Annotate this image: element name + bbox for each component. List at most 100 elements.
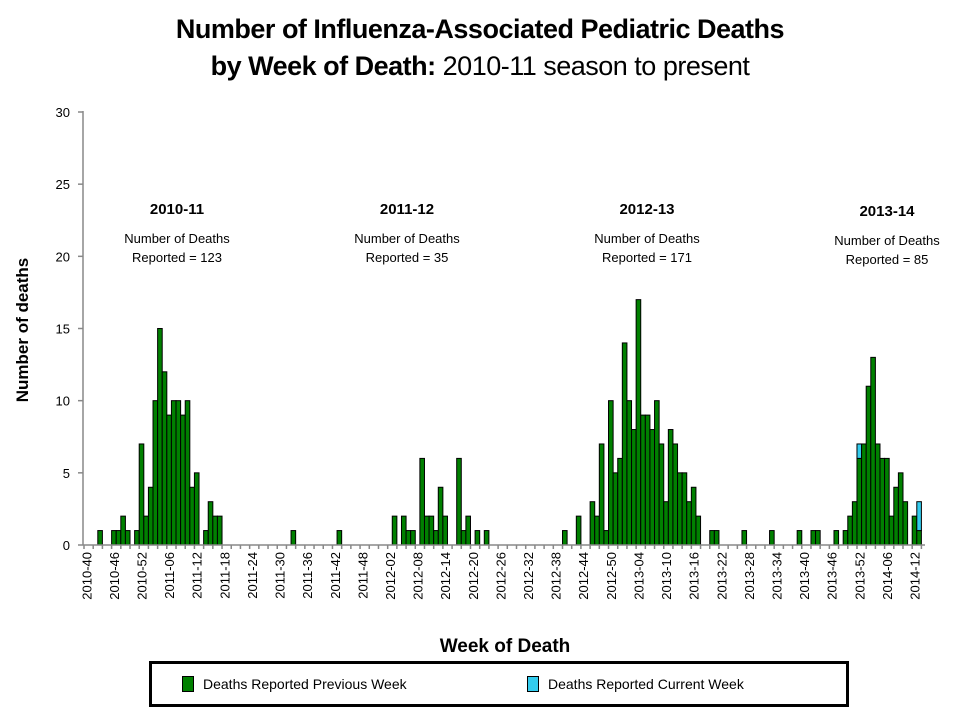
y-tick-label: 30 bbox=[56, 105, 70, 120]
bar-previous-week-2013-21 bbox=[713, 530, 720, 546]
x-tick-label: 2014-12 bbox=[908, 552, 923, 600]
y-axis-label: Number of deaths bbox=[13, 258, 32, 403]
bar-previous-week-2013-02 bbox=[626, 400, 633, 546]
bar-previous-week-2012-50 bbox=[608, 400, 614, 546]
bar-previous-week-2013-08 bbox=[654, 400, 660, 546]
bar-previous-week-2011-06 bbox=[166, 414, 172, 546]
bar-previous-week-2011-17 bbox=[216, 515, 223, 546]
season-annotation-2011-12: 2011-12 Number of Deaths Reported = 35 bbox=[354, 201, 460, 265]
bar-previous-week-2013-33 bbox=[769, 530, 775, 546]
bar-previous-week-2011-16 bbox=[212, 515, 218, 546]
bar-previous-week-2011-14 bbox=[203, 530, 209, 546]
bar-previous-week-2014-08 bbox=[893, 486, 899, 546]
x-tick-label: 2012-26 bbox=[493, 552, 508, 600]
x-tick-label: 2013-16 bbox=[687, 552, 702, 600]
x-tick-label: 2011-48 bbox=[355, 552, 370, 599]
x-tick-label: 2012-38 bbox=[549, 552, 564, 600]
y-tick-label: 5 bbox=[63, 466, 70, 481]
bar-previous-week-2010-43 bbox=[97, 530, 103, 546]
season-annotation-2012-13: 2012-13 Number of Deaths Reported = 171 bbox=[594, 201, 700, 265]
season-label: 2013-14 bbox=[859, 203, 915, 220]
bar-previous-week-2013-03 bbox=[631, 429, 637, 546]
bar-previous-week-2013-15 bbox=[686, 501, 692, 546]
season-deaths-count: Reported = 123 bbox=[132, 250, 222, 265]
bar-previous-week-2013-13 bbox=[677, 472, 683, 546]
bar-previous-week-2012-40 bbox=[562, 530, 568, 546]
x-tick-label: 2013-34 bbox=[770, 552, 785, 600]
y-tick-label: 10 bbox=[56, 394, 70, 409]
bar-previous-week-2013-47 bbox=[833, 530, 840, 546]
x-tick-label: 2011-18 bbox=[217, 552, 232, 599]
legend-swatch-previous-week bbox=[182, 676, 194, 692]
bar-previous-week-2013-17 bbox=[695, 515, 702, 546]
legend-swatch-current-week bbox=[527, 676, 539, 692]
x-tick-label: 2012-14 bbox=[438, 552, 453, 600]
bar-previous-week-2013-39 bbox=[796, 530, 803, 546]
x-tick-label: 2013-52 bbox=[852, 552, 867, 600]
bar-previous-week-2014-12 bbox=[911, 515, 918, 546]
bar-previous-week-2014-10 bbox=[902, 501, 909, 546]
x-tick-label: 2012-20 bbox=[466, 552, 481, 600]
bar-previous-week-2014-07 bbox=[888, 515, 895, 546]
bar-previous-week-2014-02 bbox=[865, 385, 872, 546]
season-deaths-count: Reported = 85 bbox=[846, 252, 929, 267]
bar-previous-week-2012-49 bbox=[603, 530, 610, 546]
bar-previous-week-2014-05 bbox=[879, 457, 886, 546]
bar-current-week-2014-13 bbox=[916, 501, 922, 532]
season-deaths-label: Number of Deaths bbox=[124, 231, 230, 246]
x-tick-label: 2012-50 bbox=[604, 552, 619, 600]
bar-previous-week-2012-14 bbox=[442, 515, 448, 546]
x-tick-label: 2013-28 bbox=[742, 552, 757, 600]
bar-previous-week-2012-06 bbox=[405, 530, 412, 546]
legend-label-previous-week: Deaths Reported Previous Week bbox=[203, 676, 407, 692]
legend-item-current-week: Deaths Reported Current Week bbox=[527, 676, 744, 692]
bar-previous-week-2014-01 bbox=[861, 443, 867, 546]
bar-previous-week-2012-13 bbox=[437, 486, 444, 546]
season-label: 2010-11 bbox=[150, 201, 204, 218]
bar-previous-week-2012-47 bbox=[594, 515, 600, 546]
bar-previous-week-2012-46 bbox=[589, 501, 596, 546]
chart-title-line1: Number of Influenza-Associated Pediatric… bbox=[175, 14, 785, 44]
bar-previous-week-2014-03 bbox=[870, 356, 876, 546]
y-tick-label: 20 bbox=[56, 249, 70, 264]
season-deaths-label: Number of Deaths bbox=[594, 231, 700, 246]
x-tick-label: 2014-06 bbox=[880, 552, 895, 600]
x-tick-label: 2011-36 bbox=[300, 552, 315, 599]
bar-previous-week-2012-18 bbox=[460, 530, 467, 546]
bar-previous-week-2013-09 bbox=[658, 443, 665, 546]
bar-previous-week-2012-09 bbox=[419, 457, 425, 546]
bar-previous-week-2014-13 bbox=[916, 530, 922, 546]
x-tick-label: 2010-52 bbox=[135, 552, 150, 600]
bar-previous-week-2012-05 bbox=[400, 515, 407, 546]
bar-previous-week-2010-51 bbox=[134, 530, 140, 546]
y-tick-label: 25 bbox=[56, 177, 70, 192]
bar-previous-week-2012-17 bbox=[456, 457, 462, 546]
bar-previous-week-2012-43 bbox=[575, 515, 582, 546]
axes-group: 0 5 10 15 20 25 30 2010-40 2010-46 2010-52 2011-06… bbox=[56, 105, 925, 600]
bar-previous-week-2012-23 bbox=[483, 530, 490, 546]
bar-previous-week-2013-42 bbox=[810, 530, 817, 546]
bar-previous-week-2013-20 bbox=[709, 530, 715, 546]
bar-previous-week-2011-11 bbox=[189, 486, 195, 546]
bar-previous-week-2013-11 bbox=[667, 429, 674, 546]
x-tick-label: 2013-40 bbox=[797, 552, 812, 600]
x-tick-label: 2011-42 bbox=[328, 552, 343, 599]
bar-previous-week-2014-09 bbox=[897, 472, 904, 546]
bar-previous-week-2011-01 bbox=[143, 515, 149, 546]
season-label: 2011-12 bbox=[380, 201, 434, 218]
bar-previous-week-2011-02 bbox=[147, 486, 154, 546]
x-tick-label: 2013-46 bbox=[825, 552, 840, 600]
season-annotation-2010-11: 2010-11 Number of Deaths Reported = 123 bbox=[124, 201, 230, 265]
season-label: 2012-13 bbox=[619, 201, 674, 218]
bar-previous-week-2012-11 bbox=[428, 515, 435, 546]
bar-previous-week-2010-46 bbox=[111, 530, 117, 546]
bar-previous-week-2013-49 bbox=[842, 530, 849, 546]
x-tick-label: 2012-02 bbox=[383, 552, 398, 600]
x-tick-label: 2013-22 bbox=[714, 552, 729, 600]
bar-previous-week-2013-14 bbox=[681, 472, 688, 546]
bar-previous-week-2012-12 bbox=[433, 530, 439, 546]
bar-previous-week-2012-10 bbox=[423, 515, 430, 546]
bar-previous-week-2011-33 bbox=[290, 530, 297, 546]
bar-previous-week-2013-06 bbox=[644, 414, 651, 546]
